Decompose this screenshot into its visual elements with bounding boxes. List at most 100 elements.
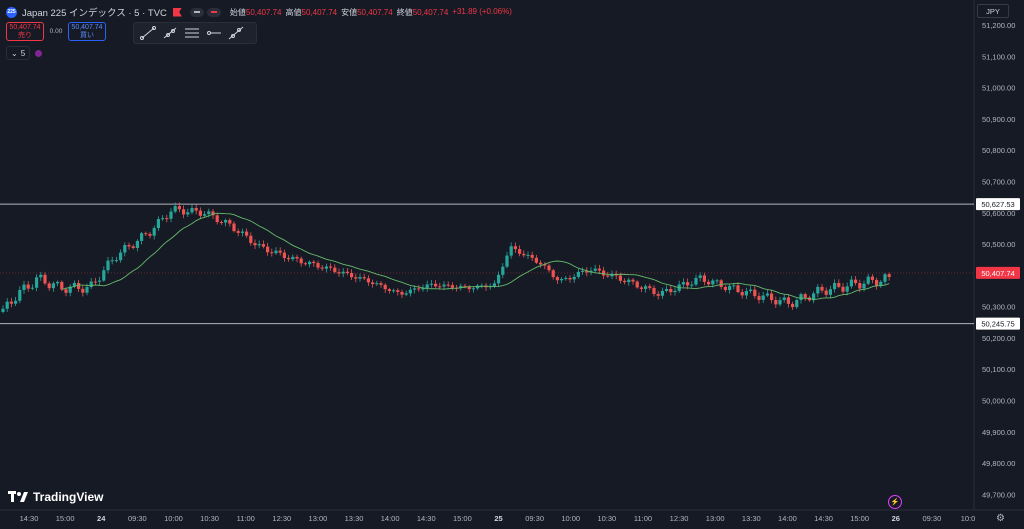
candle bbox=[329, 266, 333, 268]
candle bbox=[270, 252, 274, 254]
indicator-dot-icon[interactable] bbox=[35, 49, 43, 57]
menu-pill-icon[interactable] bbox=[206, 7, 221, 17]
y-tick-label: 51,000.00 bbox=[982, 84, 1015, 93]
horizontal-ray-icon[interactable] bbox=[206, 26, 222, 40]
y-tick-label: 50,700.00 bbox=[982, 177, 1015, 186]
candle bbox=[89, 281, 93, 288]
candle bbox=[135, 240, 139, 248]
candle bbox=[379, 283, 383, 285]
candle bbox=[22, 284, 26, 290]
x-tick-label: 13:00 bbox=[309, 514, 328, 523]
lightning-icon[interactable]: ⚡ bbox=[888, 495, 902, 509]
candle bbox=[539, 262, 543, 265]
candle bbox=[35, 277, 39, 288]
candle bbox=[303, 263, 307, 265]
x-tick-label: 14:30 bbox=[20, 514, 39, 523]
candle bbox=[715, 280, 719, 282]
candle bbox=[765, 293, 769, 296]
chart-header: 225 Japan 225 インデックス · 5 · TVC 始値50,407.… bbox=[6, 5, 512, 19]
candle bbox=[106, 260, 110, 271]
indicator-value: 5 bbox=[20, 48, 26, 58]
candle bbox=[64, 289, 68, 293]
y-tick-label: 50,000.00 bbox=[982, 396, 1015, 405]
x-tick-label: 15:00 bbox=[56, 514, 75, 523]
candle bbox=[316, 263, 320, 268]
x-tick-label: 13:30 bbox=[742, 514, 761, 523]
y-tick-label: 50,500.00 bbox=[982, 240, 1015, 249]
candle bbox=[509, 246, 513, 256]
parallel-channel-icon[interactable] bbox=[184, 26, 200, 40]
candle bbox=[438, 286, 442, 288]
candle bbox=[287, 258, 291, 260]
y-tick-label: 49,800.00 bbox=[982, 459, 1015, 468]
candle bbox=[887, 274, 891, 277]
x-tick-label: 15:00 bbox=[850, 514, 869, 523]
currency-selector[interactable]: JPY bbox=[977, 4, 1009, 18]
candle bbox=[18, 289, 22, 301]
collapse-pill-icon[interactable] bbox=[189, 7, 204, 17]
flag-icon[interactable] bbox=[172, 7, 182, 17]
candle bbox=[215, 215, 219, 223]
trade-panel: 50,407.74 売り 0.00 50,407.74 買い bbox=[6, 22, 106, 41]
candle bbox=[492, 283, 496, 287]
candle bbox=[224, 220, 228, 223]
sell-button[interactable]: 50,407.74 売り bbox=[6, 22, 44, 41]
candle bbox=[824, 290, 828, 295]
extended-line-icon[interactable] bbox=[228, 26, 244, 40]
candle bbox=[295, 256, 299, 259]
drawing-toolbar bbox=[133, 22, 257, 44]
candle bbox=[194, 207, 198, 211]
candle bbox=[324, 266, 328, 269]
candle bbox=[686, 282, 690, 286]
candle bbox=[110, 260, 114, 262]
candle bbox=[459, 285, 463, 288]
gear-icon[interactable]: ⚙ bbox=[996, 513, 1005, 524]
candle bbox=[161, 218, 165, 220]
x-tick-label: 14:30 bbox=[814, 514, 833, 523]
candle bbox=[446, 284, 450, 286]
candle bbox=[228, 220, 232, 224]
candle bbox=[320, 267, 324, 269]
y-tick-label: 50,200.00 bbox=[982, 334, 1015, 343]
candle bbox=[471, 288, 475, 290]
price-axis bbox=[974, 0, 1024, 529]
candle bbox=[245, 231, 249, 236]
candle bbox=[68, 286, 72, 293]
candle bbox=[623, 280, 627, 283]
candle bbox=[127, 245, 131, 247]
buy-button[interactable]: 50,407.74 買い bbox=[68, 22, 106, 41]
level-label: 50,245.75 bbox=[981, 320, 1014, 329]
candle bbox=[77, 282, 81, 289]
last-price-label: 50,407.74 bbox=[981, 269, 1014, 278]
candle bbox=[581, 270, 585, 272]
candle bbox=[816, 286, 820, 294]
candle bbox=[1, 308, 5, 312]
x-tick-label: 13:00 bbox=[706, 514, 725, 523]
candle bbox=[513, 246, 517, 250]
candle bbox=[467, 286, 471, 290]
trend-line-icon[interactable] bbox=[140, 26, 156, 40]
candle bbox=[770, 293, 774, 301]
indicator-toggle[interactable]: ⌄ 5 bbox=[6, 46, 31, 60]
y-tick-label: 49,700.00 bbox=[982, 490, 1015, 499]
candle bbox=[333, 267, 337, 273]
x-tick-label: 12:30 bbox=[670, 514, 689, 523]
candle bbox=[698, 275, 702, 278]
candle bbox=[841, 286, 845, 292]
symbol-title[interactable]: Japan 225 インデックス · 5 · TVC bbox=[22, 8, 167, 19]
candle bbox=[190, 207, 194, 213]
candle bbox=[522, 253, 526, 256]
x-tick-label: 12:30 bbox=[272, 514, 291, 523]
ray-icon[interactable] bbox=[162, 26, 178, 40]
tradingview-logo: TradingView bbox=[8, 490, 103, 504]
candle bbox=[564, 278, 568, 280]
candle bbox=[47, 283, 51, 289]
candle bbox=[606, 275, 610, 277]
candle bbox=[534, 257, 538, 263]
candle bbox=[560, 279, 564, 281]
x-tick-label: 11:00 bbox=[634, 514, 652, 523]
candle bbox=[119, 252, 123, 261]
candle bbox=[182, 209, 186, 215]
candle bbox=[673, 290, 677, 293]
